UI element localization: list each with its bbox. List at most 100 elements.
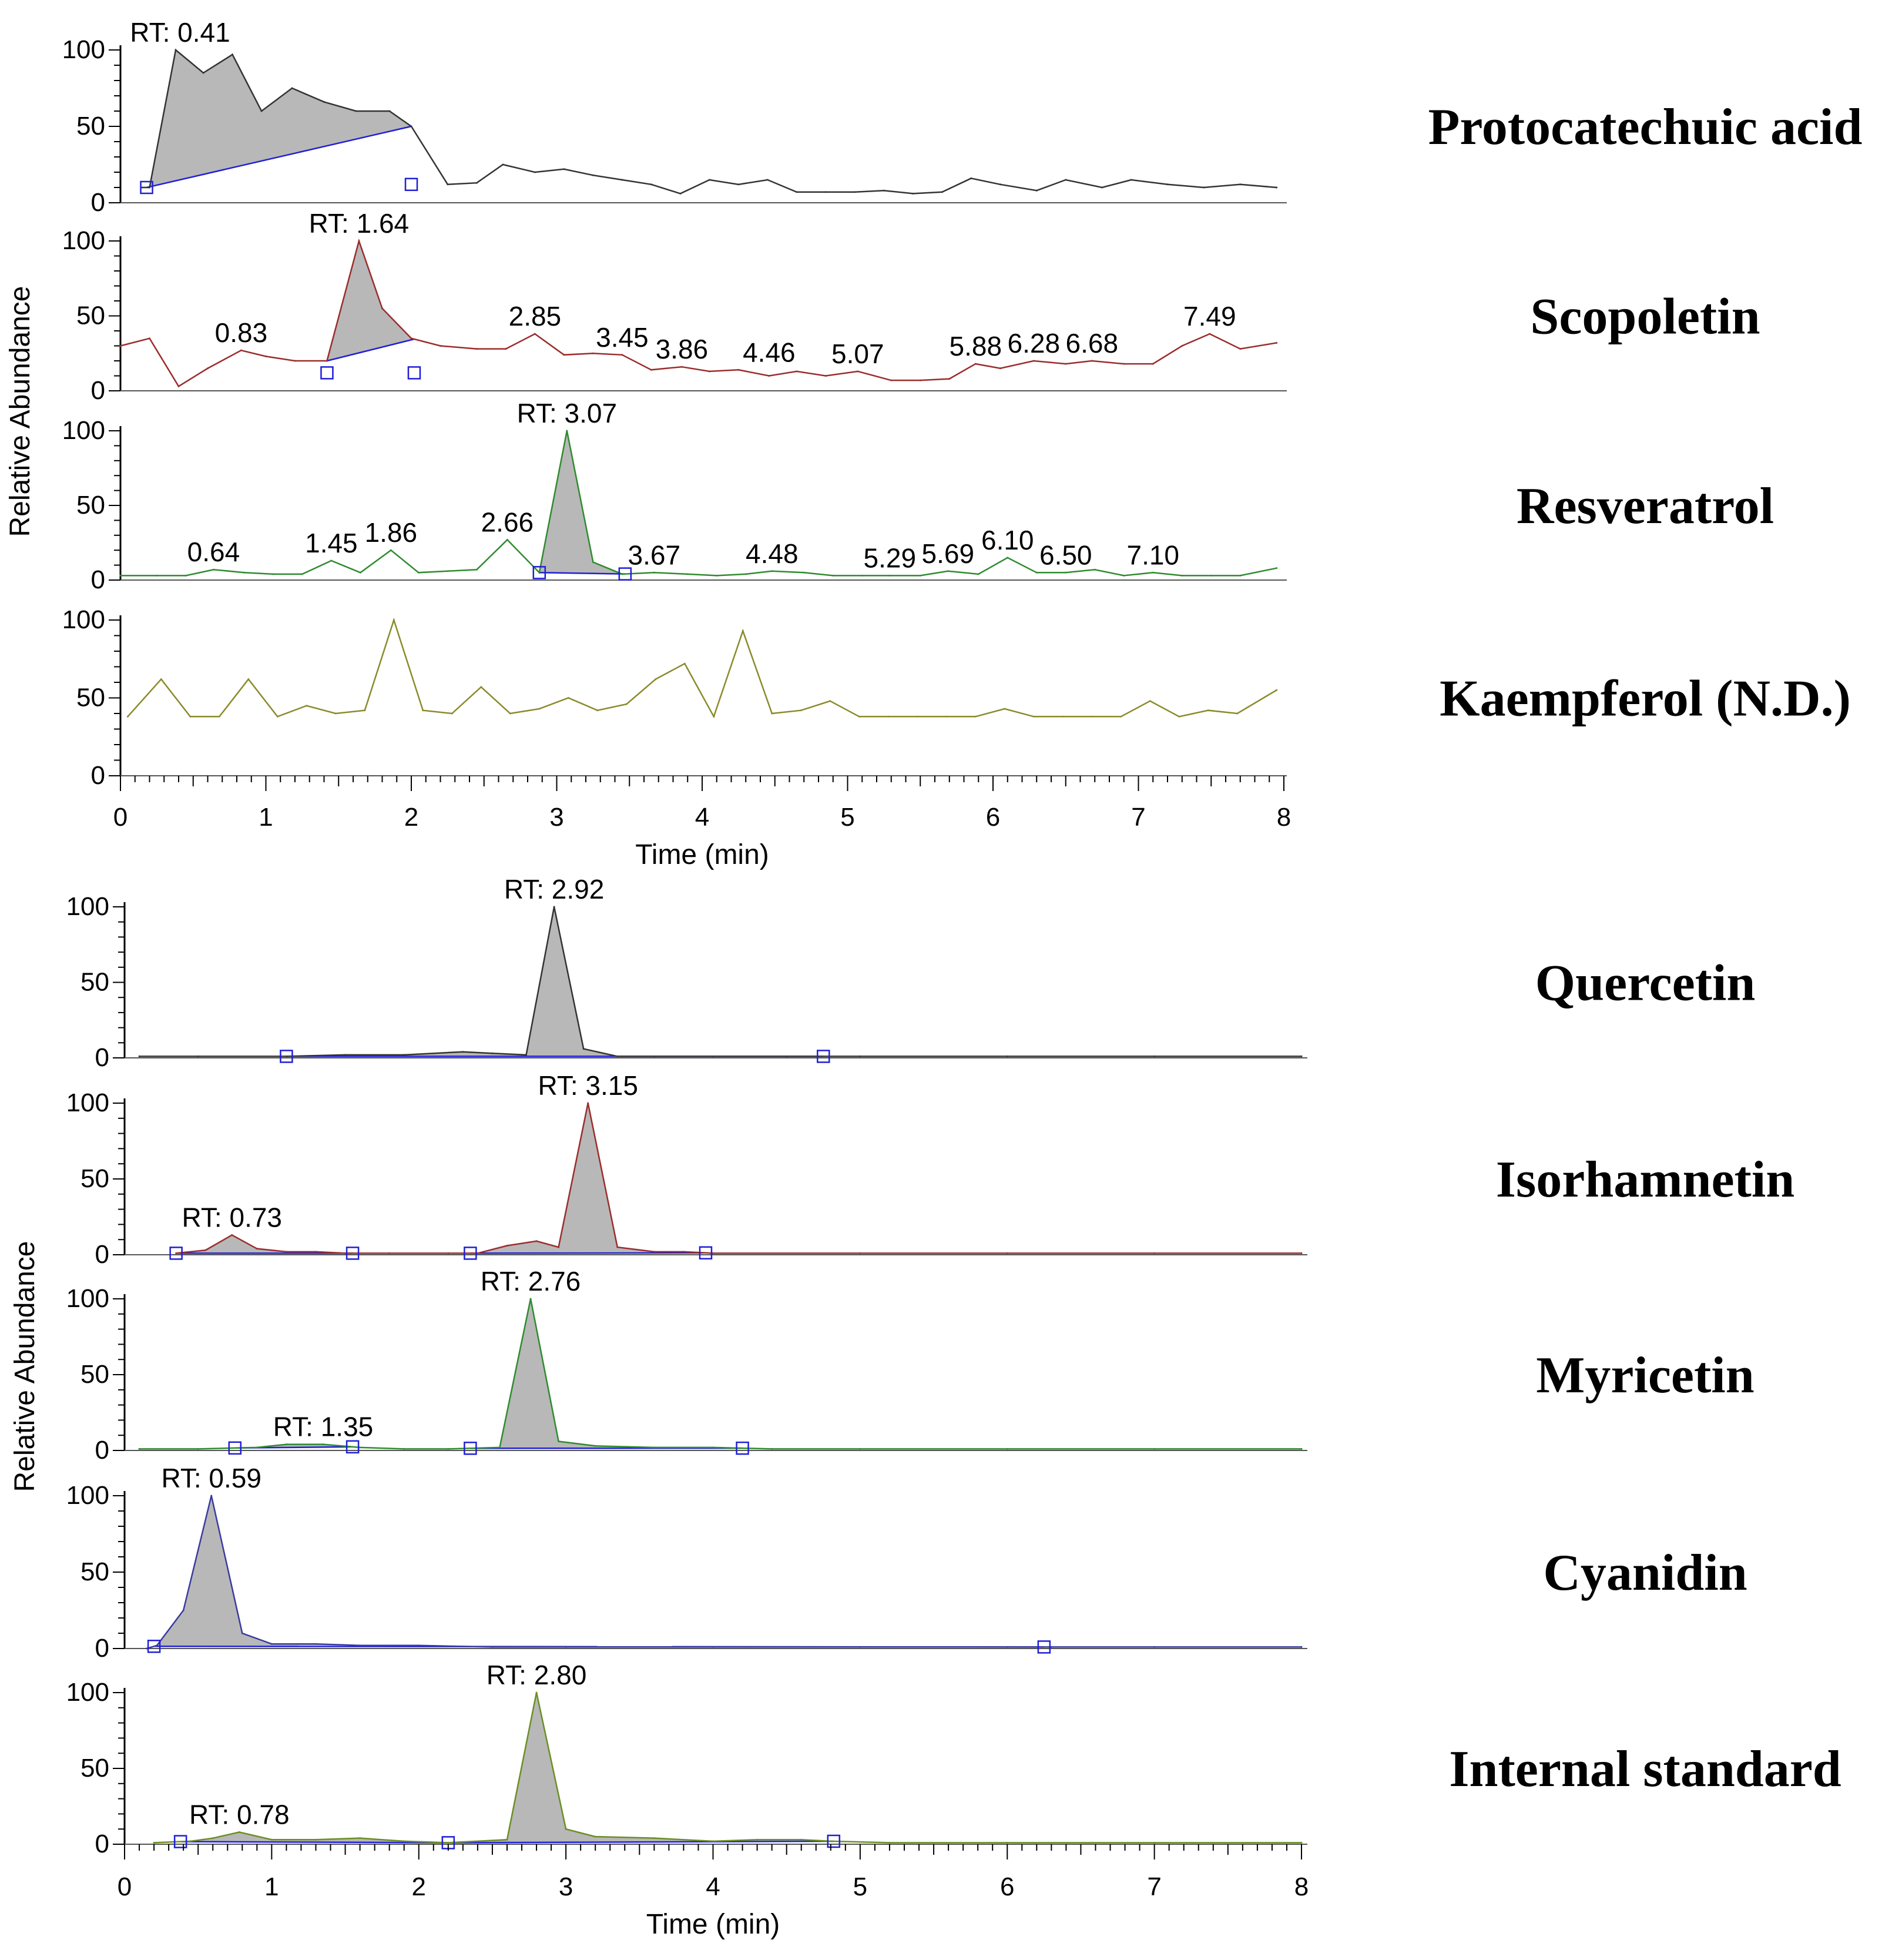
- data-point: [916, 715, 918, 718]
- data-point: [1178, 715, 1180, 718]
- data-point: [1004, 708, 1006, 710]
- data-point: [1006, 1252, 1008, 1254]
- compound-title: Myricetin: [1536, 1347, 1754, 1404]
- peak-label: 5.29: [864, 542, 917, 573]
- y-tick-label: 100: [66, 1481, 109, 1510]
- x-tick-label: 0: [118, 1872, 132, 1901]
- peak-label: 1.45: [305, 528, 358, 558]
- data-point: [440, 345, 441, 347]
- data-point: [301, 573, 303, 575]
- data-point: [1239, 348, 1242, 350]
- x-tick-label: 7: [1147, 1872, 1161, 1901]
- chromatogram-panel: 0 50 100 RT: 2.80 RT: 0.78 Internal standard: [66, 1660, 1841, 1858]
- data-point: [1203, 186, 1205, 189]
- data-point: [1300, 1055, 1303, 1057]
- peak-boundary-marker: [345, 1247, 360, 1260]
- data-point: [653, 1055, 655, 1057]
- data-point: [1050, 1646, 1052, 1648]
- data-point: [974, 363, 977, 365]
- series-line: [146, 1495, 1301, 1650]
- peak-label: 3.67: [628, 540, 681, 570]
- data-point: [1006, 1646, 1008, 1648]
- data-point: [563, 354, 565, 356]
- data-point: [616, 1246, 619, 1248]
- data-point: [587, 1102, 589, 1104]
- data-point: [948, 378, 951, 380]
- data-point: [625, 703, 628, 705]
- data-point: [1091, 715, 1093, 718]
- peak-area: [146, 50, 412, 187]
- data-point: [1181, 574, 1183, 577]
- data-point: [653, 571, 655, 574]
- data-point: [509, 712, 511, 715]
- peak-boundary-marker: [699, 1246, 713, 1260]
- peak-area: [539, 431, 625, 574]
- x-tick-label: 3: [559, 1872, 573, 1901]
- data-point: [141, 186, 143, 189]
- chromatogram-panel: 0 50 100 RT: 1.64 0.83 2.85 3.45 3.86 4.46 5.07 5.…: [62, 208, 1760, 405]
- data-point: [1209, 333, 1211, 335]
- data-point: [974, 715, 977, 718]
- peak-label: 0.64: [187, 537, 240, 567]
- y-tick-label: 0: [95, 1436, 109, 1465]
- peak-label: 5.69: [922, 538, 975, 569]
- data-point: [182, 1609, 185, 1611]
- data-point: [525, 1054, 528, 1056]
- y-tick-label: 0: [95, 1043, 109, 1072]
- compound-title: Cyanidin: [1543, 1544, 1747, 1601]
- data-point: [314, 1251, 317, 1253]
- data-point: [919, 379, 921, 381]
- data-point: [146, 1647, 148, 1650]
- data-point: [422, 709, 424, 712]
- peak-boundary-marker: [532, 566, 546, 579]
- data-point: [768, 375, 770, 377]
- x-tick-label: 7: [1131, 803, 1145, 832]
- data-point: [240, 349, 242, 351]
- data-point: [529, 1298, 532, 1300]
- data-point: [999, 367, 1001, 370]
- y-tick-label: 100: [62, 416, 105, 445]
- data-point: [390, 549, 392, 551]
- data-point: [475, 182, 478, 184]
- y-tick-label: 0: [91, 188, 105, 217]
- data-point: [462, 1051, 464, 1053]
- data-point: [314, 1838, 317, 1841]
- x-axis-label: Time (min): [635, 839, 769, 870]
- x-tick-label: 1: [259, 803, 273, 832]
- peak-baseline: [327, 338, 415, 362]
- data-point: [358, 240, 360, 242]
- data-point: [621, 573, 623, 575]
- data-point: [447, 183, 449, 186]
- data-point: [1149, 700, 1151, 702]
- data-point: [447, 1252, 449, 1254]
- data-point: [538, 571, 541, 574]
- peak-baseline: [180, 1841, 448, 1844]
- peak-label: RT: 2.92: [504, 874, 604, 904]
- data-point: [679, 192, 682, 195]
- series-line: [127, 617, 1277, 719]
- data-point: [1006, 1055, 1008, 1057]
- x-tick-label: 4: [706, 1872, 720, 1901]
- data-point: [1062, 715, 1064, 718]
- x-tick-label: 2: [412, 1872, 426, 1901]
- x-tick-label: 0: [113, 803, 128, 832]
- data-point: [1065, 571, 1067, 574]
- data-point: [344, 1054, 347, 1056]
- data-point: [1007, 557, 1009, 559]
- data-point: [859, 1252, 861, 1254]
- peak-boundary-marker: [140, 180, 153, 195]
- data-point: [824, 375, 827, 377]
- peak-boundary-marker: [618, 567, 632, 581]
- data-point: [553, 906, 555, 908]
- data-point: [359, 571, 361, 574]
- data-point: [616, 1055, 619, 1057]
- peak-boundary-marker: [736, 1441, 749, 1455]
- data-point: [238, 1831, 240, 1833]
- data-point: [212, 568, 214, 571]
- data-point: [502, 163, 504, 166]
- x-tick-label: 8: [1294, 1872, 1309, 1901]
- data-point: [334, 712, 337, 715]
- y-tick-label: 100: [66, 1088, 109, 1117]
- data-point: [403, 1448, 405, 1450]
- data-point: [592, 174, 594, 176]
